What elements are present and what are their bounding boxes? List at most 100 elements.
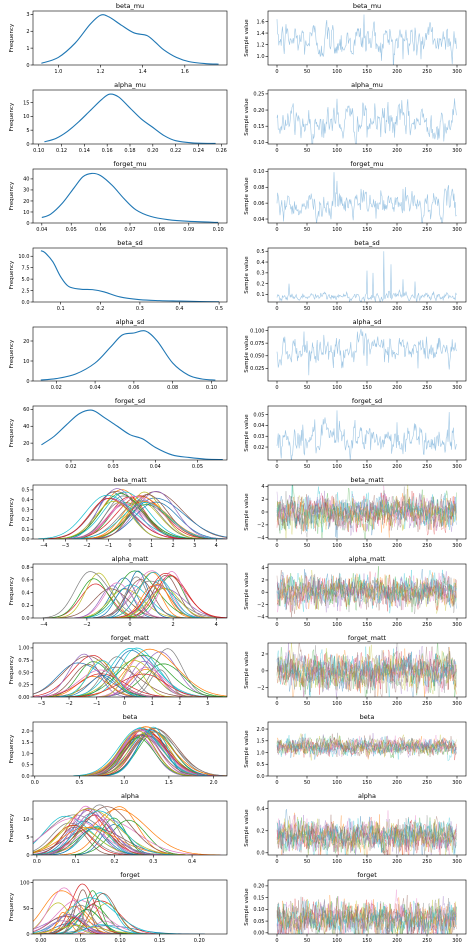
alpha-sd-trace-xtick-label: 150: [362, 385, 372, 391]
alpha-sd-kde-ytick-label: 0: [26, 379, 29, 385]
forget-matt-kde-title: forget_matt: [111, 634, 150, 642]
forget-matt-kde-xtick-label: −2: [65, 701, 72, 707]
beta-matt-trace-title: beta_matt: [350, 476, 384, 484]
alpha-kde-curve: [33, 818, 163, 855]
forget-kde-curve: [59, 889, 107, 934]
alpha-mu-kde-xtick-label: 0.26: [216, 148, 227, 154]
alpha-trace-panel: alpha Sample value 0 50 100 150 200 250 300 0.0 0.…: [244, 792, 467, 865]
forget-mu-trace-ytick-label: 0.08: [253, 185, 264, 191]
forget-mu-trace-xtick-label: 200: [392, 227, 402, 233]
alpha-trace-xtick-label: 100: [332, 859, 342, 865]
alpha-sd-trace-panel: alpha_sd Sample value 0 50 100 150 200 250 300 0.…: [244, 318, 467, 391]
forget-kde-ytick-label: 50: [23, 906, 29, 912]
forget-mu-trace-plot-area: [276, 172, 457, 223]
forget-matt-trace-xtick-label: 50: [304, 701, 310, 707]
alpha-kde-curve: [36, 827, 158, 855]
alpha-trace-xtick-label: 200: [392, 859, 402, 865]
alpha-mu-kde-xtick-label: 0.20: [147, 148, 158, 154]
beta-trace-xtick-label: 200: [392, 780, 402, 786]
beta-trace-title: beta: [360, 713, 375, 721]
alpha-sd-kde-title: alpha_sd: [116, 318, 145, 326]
forget-matt-kde-plot-area: [33, 647, 227, 697]
beta-mu-kde-ytick-label: 2: [26, 29, 29, 35]
forget-sd-kde-ytick-label: 20: [23, 441, 29, 447]
beta-kde-curve: [79, 734, 204, 776]
forget-matt-kde-curve: [101, 651, 220, 697]
forget-sd-trace-ytick-label: 0.03: [253, 434, 264, 440]
beta-mu-trace-line: [276, 14, 457, 65]
alpha-sd-trace-xtick-label: 100: [332, 385, 342, 391]
beta-trace-xtick-label: 50: [304, 780, 310, 786]
alpha-mu-trace-xtick-label: 100: [332, 148, 342, 154]
forget-sd-trace-ytick-label: 0.05: [253, 412, 264, 418]
forget-mu-kde-xtick-label: 0.07: [124, 227, 135, 233]
forget-trace-xtick-label: 0: [275, 938, 278, 944]
beta-matt-kde-ytick-label: 0.3: [22, 507, 30, 513]
alpha-matt-kde-curve: [124, 574, 207, 618]
beta-matt-kde-curve: [71, 502, 224, 539]
alpha-matt-trace-panel: alpha_matt Sample value 0 50 100 150 200 250 300…: [244, 555, 467, 628]
beta-kde-curve: [88, 731, 227, 776]
forget-trace-ytick-label: 0.00: [253, 931, 264, 937]
forget-trace-line: [276, 898, 457, 934]
beta-matt-kde-xtick-label: 3: [193, 543, 196, 549]
forget-sd-kde-title: forget_sd: [115, 397, 145, 405]
alpha-mu-trace-plot-area: [276, 98, 457, 144]
forget-matt-kde-ytick-label: 0.75: [18, 658, 29, 664]
beta-mu-trace-xtick-label: 200: [392, 69, 402, 75]
alpha-matt-kde-ytick-label: 0.8: [22, 565, 30, 571]
forget-matt-trace-ytick-label: 2: [261, 652, 264, 658]
beta-matt-trace-xtick-label: 0: [275, 543, 278, 549]
forget-matt-trace-xtick-label: 200: [392, 701, 402, 707]
alpha-matt-trace-xtick-label: 250: [422, 622, 432, 628]
forget-matt-trace-ytick-label: 0: [261, 669, 264, 675]
alpha-kde-ytick-label: 5: [26, 835, 29, 841]
forget-sd-kde-plot-area: [41, 409, 223, 460]
alpha-kde-ytick-label: 10: [23, 817, 29, 823]
alpha-matt-kde-curve: [49, 578, 141, 618]
beta-trace-line: [276, 733, 457, 762]
alpha-mu-kde-ytick-label: 10: [23, 114, 29, 120]
alpha-trace-xtick-label: 50: [304, 859, 310, 865]
alpha-matt-trace-ytick-label: −4: [257, 615, 264, 621]
forget-matt-kde-axes-frame: [32, 642, 228, 698]
beta-trace-xtick-label: 0: [275, 780, 278, 786]
alpha-mu-kde-xtick-label: 0.14: [79, 148, 90, 154]
forget-mu-trace-ytick-label: 0.10: [253, 169, 264, 175]
beta-trace-xtick-label: 250: [422, 780, 432, 786]
alpha-matt-kde-curve: [95, 579, 187, 618]
beta-matt-kde-plot-area: [38, 488, 227, 539]
beta-matt-kde-curve: [57, 491, 202, 539]
forget-matt-kde-curve: [33, 655, 165, 697]
forget-matt-kde-curve: [84, 647, 215, 697]
alpha-kde-xtick-label: 0.2: [111, 859, 119, 865]
beta-sd-kde-curve: [40, 250, 220, 302]
forget-matt-trace-panel: forget_matt Sample value 0 50 100 150 200 250 30…: [244, 634, 467, 707]
alpha-kde-title: alpha: [121, 792, 139, 800]
forget-matt-trace-title: forget_matt: [348, 634, 387, 642]
alpha-matt-kde-xtick-label: 4: [215, 622, 218, 628]
alpha-sd-trace-xtick-label: 200: [392, 385, 402, 391]
beta-matt-kde-curve: [57, 493, 205, 539]
beta-matt-kde-curve: [84, 504, 225, 539]
beta-sd-trace-xtick-label: 100: [332, 306, 342, 312]
alpha-mu-trace-xtick-label: 300: [452, 148, 462, 154]
forget-kde-title: forget: [120, 871, 140, 879]
alpha-matt-kde-curve: [57, 588, 170, 618]
forget-mu-kde-axes-frame: [32, 168, 228, 224]
alpha-matt-kde-curve: [112, 572, 227, 618]
beta-trace-ytick-label: 0.0: [257, 774, 265, 780]
alpha-kde-curve: [74, 824, 162, 855]
alpha-matt-kde-ytick-label: 0.2: [22, 603, 30, 609]
beta-matt-trace-line: [276, 490, 457, 536]
alpha-matt-kde-curve: [106, 571, 202, 618]
forget-sd-trace-panel: forget_sd Sample value 0 50 100 150 200 250 300 0…: [244, 397, 467, 470]
beta-sd-kde-xtick-label: 0.5: [215, 306, 223, 312]
forget-trace-title: forget: [357, 871, 377, 879]
alpha-matt-kde-curve: [74, 585, 152, 618]
alpha-sd-trace-ytick-label: 0.100: [250, 328, 264, 334]
alpha-matt-trace-ytick-label: 0: [261, 590, 264, 596]
alpha-matt-kde-curve: [106, 570, 170, 618]
forget-matt-kde-panel: forget_matt Frequency −3 −2 −1 0 1 2 3 0.00 0.25 0.…: [9, 634, 228, 707]
alpha-matt-trace-title: alpha_matt: [349, 555, 386, 563]
